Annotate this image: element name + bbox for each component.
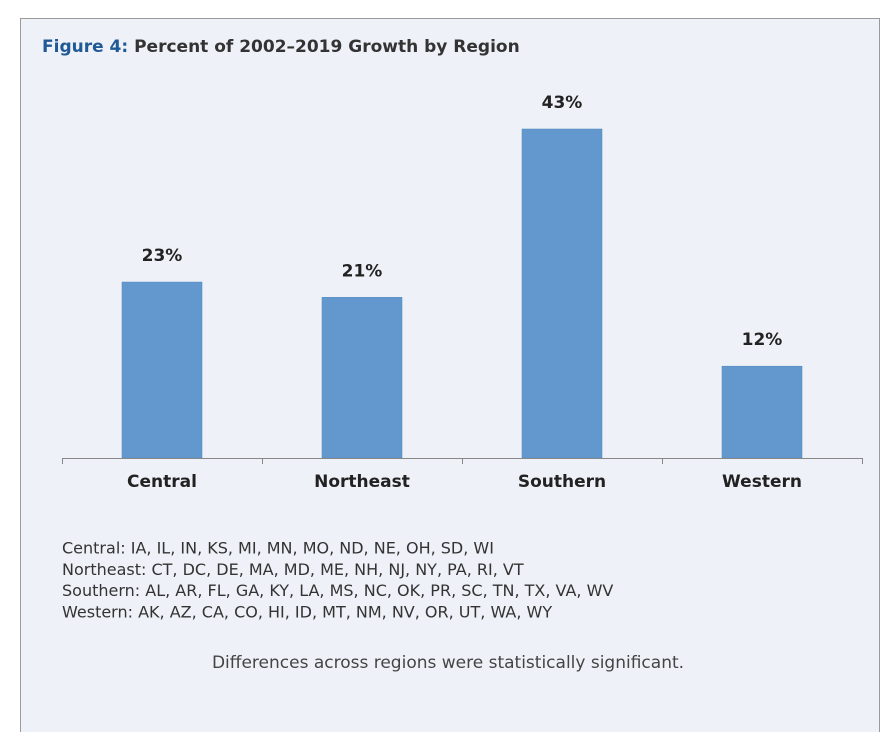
value-label: 21% <box>342 261 383 281</box>
note: Southern: AL, AR, FL, GA, KY, LA, MS, NC… <box>62 581 613 600</box>
note: Western: AK, AZ, CA, CO, HI, ID, MT, NM,… <box>62 602 552 621</box>
bar <box>121 281 203 459</box>
chart-title: Figure 4: Percent of 2002–2019 Growth by… <box>42 37 520 57</box>
note: Central: IA, IL, IN, KS, MI, MN, MO, ND,… <box>62 539 494 558</box>
value-label: 43% <box>542 93 583 113</box>
frame <box>20 18 880 732</box>
note: Northeast: CT, DC, DE, MA, MD, ME, NH, N… <box>62 560 524 579</box>
bar <box>321 297 403 459</box>
value-label: 23% <box>142 246 183 266</box>
x-tick-label: Northeast <box>314 472 410 492</box>
bar <box>521 128 603 459</box>
title-text: Percent of 2002–2019 Growth by Region <box>134 37 520 57</box>
figure-label: Figure 4: <box>42 37 128 57</box>
value-label: 12% <box>742 330 783 350</box>
x-tick-label: Southern <box>518 472 606 492</box>
x-tick-label: Western <box>722 472 802 492</box>
bar <box>721 365 803 459</box>
x-tick-label: Central <box>127 472 197 492</box>
footnote: Differences across regions were statisti… <box>212 653 684 673</box>
